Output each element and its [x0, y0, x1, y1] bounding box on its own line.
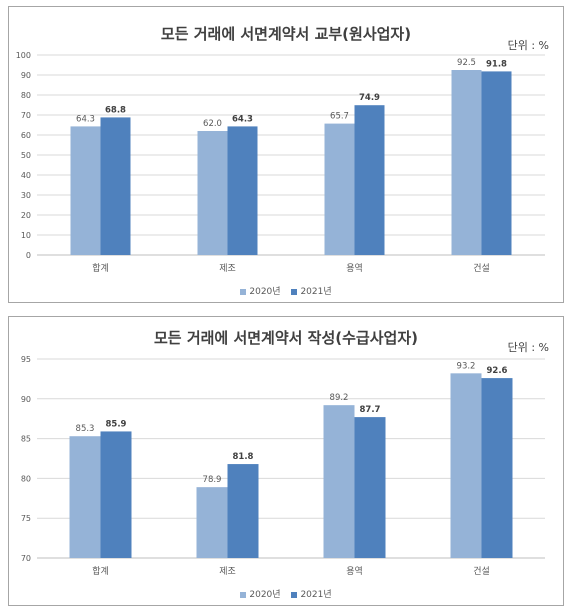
legend-label-2021: 2021년 — [300, 590, 332, 600]
legend-label-2020: 2020년 — [249, 287, 281, 297]
data-label: 85.9 — [106, 419, 127, 429]
data-label: 64.3 — [76, 114, 95, 124]
data-label: 92.6 — [487, 366, 508, 376]
bar-2021년-용역 — [354, 417, 386, 558]
bar-2021년-건설 — [481, 378, 513, 558]
bar-2021년-합계 — [100, 431, 132, 558]
y-tick-label: 10 — [21, 231, 31, 240]
bar-chart-1: 0 10 20 30 40 50 60 70 80 90 100 64.3 68.8 합계 62.0 64.3… — [16, 51, 545, 274]
bar-2021년-건설 — [481, 71, 512, 256]
x-tick-label: 용역 — [346, 263, 363, 274]
legend-item-2021: 2021년 — [291, 284, 332, 297]
bar-2020년-건설 — [450, 373, 482, 558]
bar-2021년-제조 — [227, 464, 259, 558]
data-label: 93.2 — [457, 361, 476, 371]
y-tick-label: 90 — [21, 395, 31, 404]
data-label: 85.3 — [76, 424, 95, 434]
bar-2020년-합계 — [69, 436, 101, 558]
legend-swatch-2020 — [240, 591, 247, 598]
bar-2020년-용역 — [324, 123, 355, 255]
legend-label-2021: 2021년 — [300, 287, 332, 297]
y-tick-label: 30 — [21, 191, 31, 200]
y-tick-label: 95 — [21, 355, 31, 364]
bar-2020년-제조 — [196, 487, 228, 558]
bar-2020년-용역 — [323, 405, 355, 558]
bar-2021년-용역 — [354, 105, 385, 255]
data-label: 89.2 — [330, 393, 349, 403]
x-tick-label: 합계 — [92, 565, 109, 577]
x-tick-label: 용역 — [346, 566, 363, 577]
y-tick-label: 50 — [21, 151, 31, 160]
y-tick-label: 20 — [21, 211, 31, 220]
y-tick-label: 75 — [21, 514, 31, 523]
x-tick-label: 합계 — [92, 262, 109, 274]
data-label: 74.9 — [359, 93, 380, 103]
legend-item-2020: 2020년 — [240, 284, 281, 297]
bar-2020년-건설 — [451, 70, 482, 255]
data-label: 87.7 — [360, 405, 381, 415]
data-label: 65.7 — [330, 112, 349, 122]
y-tick-label: 85 — [21, 435, 31, 444]
chart-panel-1: 모든 거래에 서면계약서 교부(원사업자) 단위 : % 0 10 20 30 40 50… — [8, 6, 564, 303]
legend-swatch-2021 — [291, 591, 298, 598]
y-tick-label: 0 — [26, 251, 31, 260]
data-label: 91.8 — [486, 59, 507, 69]
y-tick-label: 100 — [16, 51, 31, 60]
x-tick-label: 건설 — [473, 263, 490, 274]
legend-label-2020: 2020년 — [249, 590, 281, 600]
x-tick-label: 제조 — [219, 263, 236, 274]
unit-label: 단위 : % — [507, 341, 549, 354]
y-tick-label: 80 — [21, 474, 31, 483]
chart-panel-2: 모든 거래에 서면계약서 작성(수급사업자) 단위 : % 70 75 80 85 90… — [8, 316, 564, 606]
data-label: 64.3 — [232, 114, 253, 124]
y-tick-label: 60 — [21, 131, 31, 140]
data-label: 78.9 — [203, 475, 222, 485]
data-label: 68.8 — [105, 105, 126, 115]
chart-title: 모든 거래에 서면계약서 작성(수급사업자) — [154, 329, 418, 347]
bar-2020년-합계 — [70, 126, 101, 256]
legend: 2020년 2021년 — [9, 284, 563, 297]
legend-item-2021: 2021년 — [291, 587, 332, 600]
x-tick-label: 건설 — [473, 566, 490, 577]
legend-swatch-2020 — [240, 288, 247, 295]
y-tick-label: 40 — [21, 171, 31, 180]
bar-2021년-합계 — [100, 117, 131, 256]
legend-swatch-2021 — [291, 288, 298, 295]
bar-chart-2: 70 75 80 85 90 95 85.3 85.9 합계 78.9 81.8 제조 89.2 87.7… — [21, 355, 545, 577]
data-label: 62.0 — [203, 119, 222, 129]
data-label: 92.5 — [457, 58, 476, 68]
y-tick-label: 90 — [21, 71, 31, 80]
x-tick-label: 제조 — [219, 566, 236, 577]
y-tick-label: 80 — [21, 91, 31, 100]
legend: 2020년 2021년 — [9, 587, 563, 600]
bar-2021년-제조 — [227, 126, 258, 256]
unit-label: 단위 : % — [507, 39, 549, 52]
y-tick-label: 70 — [21, 111, 31, 120]
bar-2020년-제조 — [197, 131, 228, 255]
legend-item-2020: 2020년 — [240, 587, 281, 600]
y-tick-label: 70 — [21, 554, 31, 563]
chart-title: 모든 거래에 서면계약서 교부(원사업자) — [160, 25, 412, 43]
data-label: 81.8 — [233, 452, 254, 462]
